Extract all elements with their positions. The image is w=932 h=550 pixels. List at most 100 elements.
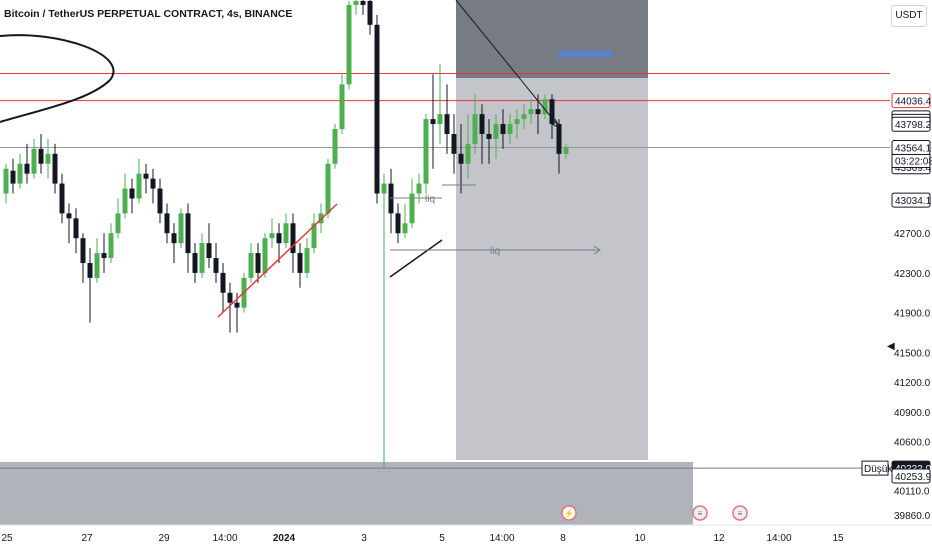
candle — [458, 153, 464, 164]
ellipse-drawing[interactable] — [0, 34, 115, 123]
candle — [416, 183, 422, 194]
us-flag-icon-glyph: ≡ — [738, 509, 743, 518]
price-tick-label: 42300.0 — [894, 269, 931, 280]
trend-arrow[interactable] — [455, 0, 561, 129]
candle — [374, 24, 380, 194]
candle — [17, 163, 23, 184]
candle — [122, 188, 128, 214]
supply-zone[interactable] — [456, 0, 648, 78]
candle — [332, 129, 338, 164]
candle — [311, 223, 317, 249]
us-flag-icon-glyph: ≡ — [698, 509, 703, 518]
price-badge-label: 43034.1 — [895, 196, 932, 207]
low-badge — [861, 460, 889, 476]
price-axis — [890, 0, 932, 525]
candle — [353, 0, 359, 5]
flash-event-icon-glyph: ⚡ — [564, 508, 574, 518]
candle — [325, 163, 331, 214]
price-badge-label: 43369.4 — [895, 163, 932, 174]
candle — [290, 223, 296, 254]
candle — [465, 143, 471, 164]
time-tick-label: 29 — [158, 533, 170, 544]
price-tick-label: 40600.0 — [894, 438, 931, 449]
time-tick-label: 14:00 — [489, 533, 514, 544]
candle — [304, 248, 310, 273]
candle — [514, 119, 520, 125]
candle — [213, 258, 219, 273]
price-tick-label: 40900.0 — [894, 408, 931, 419]
price-badge — [891, 116, 931, 132]
time-tick-label: 14:00 — [766, 533, 791, 544]
price-badge — [891, 192, 931, 208]
candle — [381, 183, 387, 194]
candle — [66, 213, 72, 219]
candle — [409, 193, 415, 224]
time-tick-label: 5 — [439, 533, 445, 544]
candle — [108, 233, 114, 259]
candle — [283, 223, 289, 244]
support-trendline[interactable] — [217, 203, 338, 318]
candle — [115, 213, 121, 234]
price-tick-label: 40110.0 — [894, 486, 930, 497]
symbol-title: Bitcoin / TetherUS PERPETUAL CONTRACT, 4… — [4, 8, 293, 20]
time-tick-label: 12 — [713, 533, 725, 544]
candle — [444, 114, 450, 134]
candle — [3, 168, 9, 194]
demand-zone[interactable] — [0, 462, 693, 525]
price-tick-label: 41500.0 — [894, 348, 931, 359]
price-tick-label: 39860.0 — [894, 511, 931, 522]
candle — [346, 4, 352, 85]
candle — [171, 233, 177, 244]
candle — [234, 302, 240, 308]
candle — [206, 243, 212, 259]
time-tick-label: 15 — [832, 533, 844, 544]
candle — [563, 147, 569, 154]
price-tick-label: 41200.0 — [894, 378, 931, 389]
candle — [87, 262, 93, 278]
candle — [486, 133, 492, 139]
us-flag-icon[interactable] — [732, 505, 748, 521]
candle — [269, 233, 275, 239]
candle — [360, 0, 366, 5]
candle — [94, 253, 100, 278]
us-flag-icon[interactable] — [692, 505, 708, 521]
arrowhead — [551, 118, 562, 130]
candle — [129, 188, 135, 199]
candle — [542, 99, 548, 115]
candle — [402, 223, 408, 234]
candle — [199, 243, 205, 273]
candle — [493, 124, 499, 139]
candle — [521, 114, 527, 120]
candle — [297, 253, 303, 273]
candle — [255, 253, 261, 273]
time-tick-label: 2024 — [273, 533, 296, 544]
flash-event-icon[interactable] — [561, 505, 577, 521]
price-badge-label: 44036.4 — [895, 97, 932, 108]
scroll-chevron-icon[interactable]: ◀ — [887, 341, 895, 352]
candle — [45, 153, 51, 164]
time-tick-label: 8 — [560, 533, 566, 544]
candle — [248, 253, 254, 278]
candle — [136, 173, 142, 199]
candle — [437, 114, 443, 125]
pattern-line[interactable] — [389, 239, 443, 278]
candle — [472, 114, 478, 144]
candle — [164, 213, 170, 234]
candle — [150, 178, 156, 189]
ray-arrowhead — [593, 245, 601, 255]
candle — [556, 124, 562, 154]
candle — [73, 218, 79, 239]
candle — [339, 84, 345, 130]
time-tick-label: 27 — [81, 533, 93, 544]
candle — [157, 188, 163, 214]
currency-selector[interactable]: USDT — [891, 5, 927, 27]
countdown-badge — [891, 153, 931, 168]
candle — [38, 148, 44, 164]
candle — [143, 173, 149, 179]
candle — [178, 213, 184, 244]
blue-marker[interactable] — [558, 51, 613, 57]
candle — [395, 213, 401, 234]
candle — [24, 163, 30, 174]
candle — [451, 133, 457, 154]
